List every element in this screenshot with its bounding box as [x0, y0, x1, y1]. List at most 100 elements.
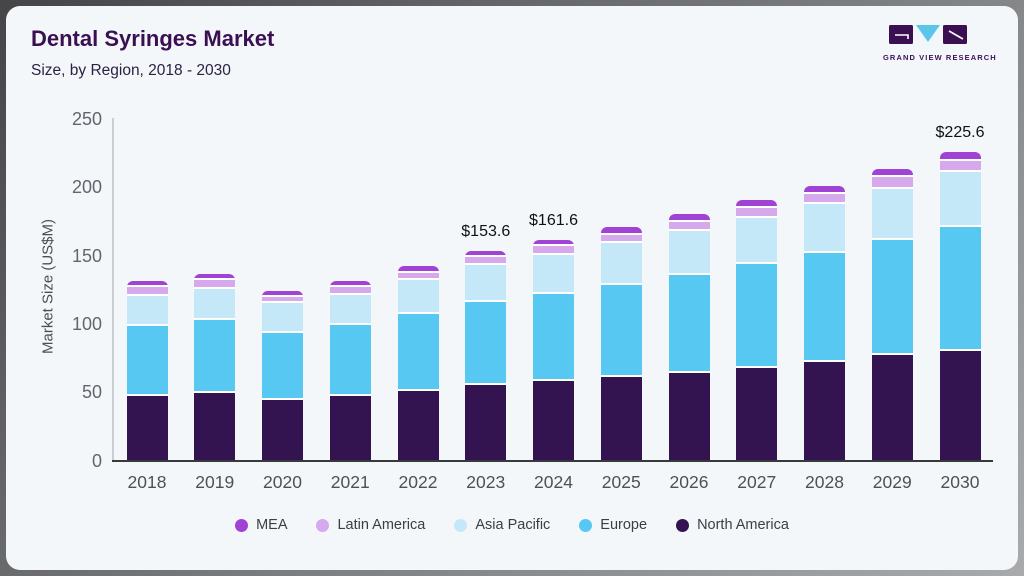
- legend-label: Latin America: [337, 517, 426, 533]
- chart-card: Dental Syringes Market Size, by Region, …: [6, 6, 1018, 570]
- bar-segment-north-america-2027: [736, 367, 778, 461]
- x-tick-label: 2029: [872, 472, 912, 492]
- bar-segment-north-america-2022: [397, 390, 439, 461]
- legend-swatch-icon: [316, 518, 330, 532]
- x-tick-label: 2023: [466, 472, 506, 492]
- bar-segment-asia-pacific-2021: [329, 294, 371, 325]
- legend-label: North America: [697, 517, 789, 533]
- y-tick-label: 50: [81, 382, 102, 403]
- bar-segment-north-america-2030: [939, 350, 981, 461]
- bar-segment-mea-2025: [600, 227, 642, 235]
- bar-segment-asia-pacific-2023: [465, 264, 507, 302]
- bar-segment-mea-2021: [329, 280, 371, 288]
- bar-segment-europe-2026: [668, 275, 710, 373]
- bar-segment-north-america-2021: [329, 395, 371, 461]
- bar-segment-asia-pacific-2027: [736, 218, 778, 265]
- x-tick-label: 2019: [195, 472, 235, 492]
- bar-segment-mea-2028: [804, 185, 845, 195]
- bar-segment-latin-america-2022: [397, 272, 439, 281]
- bar-segment-latin-america-2018: [126, 287, 168, 296]
- legend-swatch-icon: [676, 518, 690, 532]
- bar-segment-mea-2023: [465, 250, 507, 258]
- bar-segment-asia-pacific-2030: [939, 171, 981, 227]
- bar-segment-latin-america-2019: [194, 280, 236, 290]
- bar-segment-europe-2022: [397, 313, 439, 391]
- x-tick-label: 2030: [940, 472, 980, 492]
- y-tick-label: 150: [71, 245, 102, 266]
- x-axis-line: [112, 460, 993, 462]
- bar-segment-asia-pacific-2028: [804, 204, 845, 254]
- bar-segment-latin-america-2029: [871, 177, 913, 189]
- bar-segment-north-america-2026: [668, 372, 710, 461]
- x-tick-label: 2022: [398, 472, 438, 492]
- bar-segment-latin-america-2028: [804, 194, 845, 205]
- bar-segment-mea-2020: [262, 290, 303, 297]
- legend-item-europe: Europe: [579, 517, 647, 533]
- bar-segment-mea-2024: [533, 239, 574, 247]
- x-tick-label: 2018: [127, 472, 167, 492]
- legend-item-north-america: North America: [676, 517, 789, 533]
- y-axis-line: [112, 118, 114, 461]
- y-axis-title: Market Size (US$M): [39, 218, 57, 355]
- page-subtitle: Size, by Region, 2018 - 2030: [31, 62, 231, 79]
- x-tick-label: 2020: [263, 472, 302, 492]
- legend-swatch-icon: [235, 518, 249, 532]
- bar-segment-europe-2029: [871, 240, 913, 356]
- bar-segment-europe-2028: [804, 253, 845, 362]
- bar-segment-north-america-2025: [600, 376, 642, 461]
- legend-item-mea: MEA: [235, 517, 287, 533]
- bar-segment-north-america-2024: [533, 380, 574, 461]
- data-label-2024: $161.6: [529, 211, 578, 229]
- bar-segment-mea-2019: [194, 274, 236, 281]
- bar-segment-europe-2021: [329, 324, 371, 396]
- stacked-bar-chart: Market Size (US$M) MEA Latin America Asia …: [6, 6, 1018, 570]
- x-tick-label: 2027: [737, 472, 777, 492]
- bar-segment-north-america-2018: [126, 395, 168, 461]
- bar-segment-europe-2025: [600, 285, 642, 377]
- bar-segment-europe-2018: [126, 325, 168, 396]
- data-label-2030: $225.6: [935, 124, 985, 142]
- bar-segment-mea-2030: [939, 152, 981, 161]
- legend-item-asia-pacific: Asia Pacific: [454, 517, 550, 533]
- bar-segment-latin-america-2030: [939, 160, 981, 172]
- bar-segment-north-america-2028: [804, 361, 845, 461]
- bar-segment-latin-america-2021: [329, 287, 371, 295]
- bar-segment-north-america-2019: [194, 392, 236, 461]
- bar-segment-latin-america-2020: [262, 296, 303, 304]
- bar-segment-mea-2027: [736, 200, 778, 209]
- gvr-logo: GRAND VIEW RESEARCH: [883, 24, 997, 62]
- bar-segment-mea-2022: [397, 265, 439, 273]
- x-tick-label: 2021: [330, 472, 370, 492]
- gvr-logo-text: GRAND VIEW RESEARCH: [883, 53, 997, 62]
- bar-segment-north-america-2023: [465, 384, 507, 461]
- bar-segment-latin-america-2026: [668, 222, 710, 232]
- y-tick-label: 250: [71, 109, 102, 129]
- bar-segment-europe-2020: [262, 333, 303, 401]
- legend-item-latin-america: Latin America: [316, 517, 425, 533]
- legend-label: Asia Pacific: [475, 517, 551, 533]
- legend-label: Europe: [600, 517, 648, 533]
- x-tick-label: 2028: [805, 472, 844, 492]
- y-tick-label: 200: [71, 177, 102, 198]
- bar-segment-asia-pacific-2025: [600, 243, 642, 286]
- legend-label: MEA: [256, 517, 288, 533]
- bar-segment-north-america-2029: [871, 355, 913, 461]
- bar-segment-asia-pacific-2019: [194, 289, 236, 321]
- legend-swatch-icon: [579, 518, 593, 532]
- bar-segment-latin-america-2024: [533, 246, 574, 256]
- bar-segment-mea-2029: [871, 169, 913, 178]
- bar-segment-europe-2024: [533, 294, 574, 381]
- bar-segment-mea-2026: [668, 214, 710, 223]
- x-tick-label: 2026: [669, 472, 709, 492]
- bar-segment-asia-pacific-2026: [668, 231, 710, 276]
- legend-swatch-icon: [454, 518, 468, 532]
- y-tick-label: 0: [91, 450, 102, 471]
- bar-segment-asia-pacific-2029: [871, 188, 913, 241]
- bar-segment-north-america-2020: [262, 400, 303, 461]
- x-tick-label: 2025: [601, 472, 641, 492]
- bar-segment-asia-pacific-2024: [533, 255, 574, 295]
- bar-segment-europe-2030: [939, 226, 981, 351]
- bar-segment-latin-america-2025: [600, 234, 642, 244]
- x-tick-label: 2024: [534, 472, 573, 492]
- bar-segment-europe-2019: [194, 320, 236, 393]
